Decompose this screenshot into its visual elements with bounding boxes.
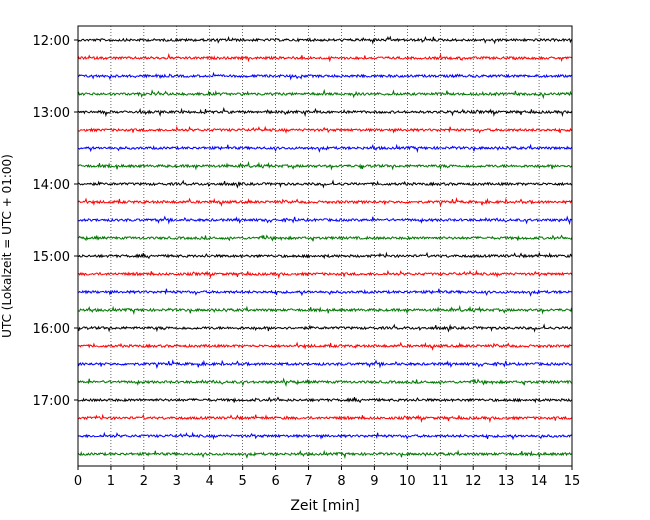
seismic-trace-1615 (77, 341, 573, 351)
seismic-trace-1600 (77, 323, 573, 333)
seismic-trace-1445 (77, 234, 573, 242)
x-axis-label: Zeit [min] (290, 498, 359, 514)
seismic-trace-1230 (77, 71, 573, 81)
seismic-trace-1430 (77, 215, 573, 226)
y-tick-label: 15:00 (33, 250, 70, 265)
x-tick-label: 10 (399, 474, 416, 489)
seismic-trace-1315 (77, 125, 573, 134)
seismic-trace-1215 (77, 52, 573, 63)
seismic-trace-1500 (77, 251, 573, 260)
x-tick-label: 1 (107, 474, 115, 489)
grid-lines (110, 26, 540, 466)
seismic-trace-1530 (77, 288, 573, 297)
seismic-trace-1630 (77, 359, 573, 370)
x-tick-label: 0 (74, 474, 82, 489)
seismic-trace-1415 (77, 197, 573, 208)
x-tick-label: 2 (140, 474, 148, 489)
x-tick-label: 6 (271, 474, 279, 489)
x-tick-label: 9 (370, 474, 378, 489)
seismic-trace-1545 (77, 304, 573, 316)
seismic-trace-1300 (77, 106, 573, 118)
x-tick-label: 7 (304, 474, 312, 489)
seismic-trace-1745 (77, 449, 573, 460)
seismic-trace-1730 (77, 431, 573, 441)
trace-group (77, 35, 573, 460)
seismic-trace-1345 (77, 160, 573, 171)
x-tick-label: 11 (432, 474, 449, 489)
tick-labels: 0 1 2 3 4 5 6 7 8 9 10 11 12 13 14 1512:0013:0014:0015:… (33, 34, 581, 489)
y-tick-label: 14:00 (33, 178, 70, 193)
seismic-trace-1200 (77, 35, 573, 45)
tick-marks (74, 39, 573, 470)
seismic-trace-1715 (77, 413, 573, 424)
seismic-trace-1330 (77, 143, 573, 154)
seismic-trace-1700 (77, 396, 573, 404)
seismic-trace-1400 (77, 179, 573, 189)
seismic-trace-1645 (77, 377, 573, 388)
seismic-trace-1515 (77, 269, 573, 280)
x-tick-label: 14 (531, 474, 548, 489)
x-tick-label: 5 (239, 474, 247, 489)
x-tick-label: 3 (173, 474, 181, 489)
seismic-trace-1245 (77, 88, 573, 100)
y-tick-label: 17:00 (33, 394, 70, 409)
x-tick-label: 13 (498, 474, 515, 489)
y-axis-label: UTC (Lokalzeit = UTC + 01:00) (0, 154, 14, 338)
x-tick-label: 12 (465, 474, 482, 489)
y-tick-label: 13:00 (33, 106, 70, 121)
x-tick-label: 15 (564, 474, 581, 489)
plot-frame (77, 25, 573, 467)
y-tick-label: 12:00 (33, 34, 70, 49)
x-tick-label: 4 (206, 474, 214, 489)
x-tick-label: 8 (337, 474, 345, 489)
y-tick-label: 16:00 (33, 322, 70, 337)
